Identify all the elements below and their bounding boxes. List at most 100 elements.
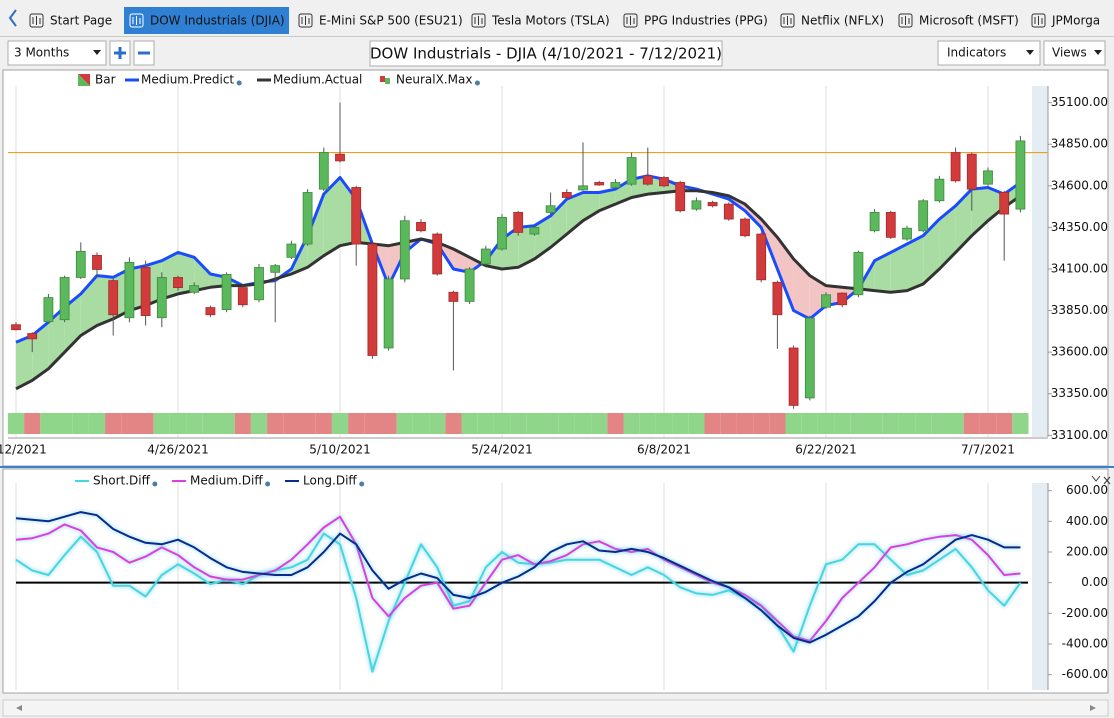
- tab-label[interactable]: DOW Industrials (DJIA): [150, 14, 285, 28]
- signal-cell: [817, 413, 835, 434]
- tab-icon: [129, 13, 144, 28]
- signal-cell: [88, 413, 106, 434]
- views-dropdown[interactable]: [1043, 40, 1106, 66]
- band-fill: [307, 194, 324, 268]
- legend-dot: [359, 481, 365, 487]
- series-line: [15, 511, 1021, 644]
- candle-body: [934, 178, 945, 202]
- tab-label[interactable]: JPMorga: [1051, 14, 1100, 28]
- panel-close[interactable]: [1103, 476, 1111, 485]
- signal-cell: [591, 413, 608, 434]
- tab-icon-glyph: [626, 16, 635, 25]
- tab-label[interactable]: E-Mini S&P 500 (ESU21): [319, 14, 463, 28]
- tab[interactable]: [775, 7, 885, 34]
- legend-swatch: [385, 78, 390, 84]
- legend-label[interactable]: Medium.Actual: [273, 73, 362, 87]
- legend-dot: [236, 80, 242, 86]
- y-tick-label: 34850.00: [1051, 137, 1108, 151]
- signal-cell: [299, 413, 316, 434]
- tab-scroll-left[interactable]: [8, 9, 17, 27]
- indicators-label[interactable]: Indicators: [947, 46, 1006, 60]
- tab-label[interactable]: Tesla Motors (TSLA): [491, 14, 610, 28]
- band-fill: [874, 252, 891, 293]
- period-dropdown[interactable]: [7, 40, 107, 66]
- candle-body: [448, 291, 459, 302]
- panel-collapse[interactable]: [1091, 475, 1101, 482]
- tab[interactable]: [293, 7, 458, 34]
- candle-body: [383, 278, 394, 349]
- signal-cell: [736, 413, 754, 434]
- tab-label[interactable]: PPG Industries (PPG): [644, 14, 768, 28]
- candle-body: [853, 251, 864, 296]
- signal-cell: [121, 413, 138, 434]
- band-fill: [453, 249, 470, 273]
- candle-body: [691, 200, 702, 210]
- y-tick-label: 34100.00: [1051, 261, 1108, 275]
- y-tick-label: 33100.00: [1051, 428, 1108, 442]
- candle-body: [594, 182, 605, 186]
- tab[interactable]: [466, 7, 610, 34]
- scrollbar[interactable]: [2, 699, 1109, 717]
- legend-label[interactable]: Bar: [95, 73, 116, 87]
- y-tick-label: -400.00: [1062, 637, 1108, 651]
- views-label[interactable]: Views: [1052, 46, 1087, 60]
- candle-body: [189, 285, 200, 293]
- candle-body: [626, 157, 637, 185]
- period-label[interactable]: 3 Months: [14, 46, 69, 60]
- candle-body: [286, 243, 297, 258]
- dropdown-arrow: [1094, 50, 1102, 55]
- candle-body: [140, 267, 151, 316]
- tab-label[interactable]: Start Page: [50, 14, 112, 28]
- candle-body: [1015, 140, 1026, 210]
- signal-cell: [704, 413, 721, 434]
- signal-cell: [153, 413, 170, 434]
- legend-label[interactable]: Short.Diff: [93, 474, 151, 488]
- candle-body: [237, 287, 248, 306]
- band-fill: [518, 225, 535, 268]
- indicators-dropdown[interactable]: [937, 40, 1041, 66]
- tab-icon: [1031, 13, 1046, 28]
- signal-cell: [477, 413, 494, 434]
- tab[interactable]: [1026, 7, 1114, 34]
- signal-cell: [380, 413, 397, 434]
- tab-label[interactable]: Netflix (NFLX): [801, 14, 884, 28]
- candle-body: [416, 222, 426, 232]
- candle-body: [966, 153, 977, 190]
- x-tick-label: 6/8/2021: [637, 443, 691, 457]
- tab-icon-glyph: [901, 16, 910, 25]
- candle-body: [173, 277, 183, 289]
- x-tick-label: 7/7/2021: [961, 443, 1015, 457]
- band-fill: [323, 177, 340, 256]
- scroll-right[interactable]: [1090, 705, 1096, 711]
- candle-body: [918, 200, 929, 232]
- legend-label[interactable]: NeuralX.Max: [396, 73, 472, 87]
- legend-label[interactable]: Medium.Diff: [190, 474, 263, 488]
- scroll-left[interactable]: [16, 705, 22, 711]
- tab-icon-glyph: [1034, 16, 1043, 25]
- candle-body: [432, 233, 443, 275]
- signal-cell: [769, 413, 786, 434]
- legend-label[interactable]: Medium.Predict: [141, 73, 234, 87]
- candle-body: [999, 192, 1010, 215]
- candle-body: [318, 152, 329, 190]
- signal-cell: [315, 413, 332, 434]
- signal-cell: [996, 413, 1013, 434]
- signal-cell: [56, 413, 73, 434]
- candle-body: [367, 243, 378, 356]
- tab[interactable]: [893, 7, 1018, 34]
- signal-cell: [218, 413, 235, 434]
- signal-cell: [1012, 413, 1029, 434]
- tab[interactable]: [124, 7, 289, 34]
- y-tick-label: 34600.00: [1051, 178, 1108, 192]
- band-fill: [955, 189, 972, 253]
- candle-body: [27, 333, 38, 340]
- panel-splitter[interactable]: [0, 466, 1114, 468]
- series-line: [15, 515, 1021, 642]
- candle-body: [707, 202, 718, 207]
- signal-cell: [493, 413, 511, 434]
- tab[interactable]: [618, 7, 764, 34]
- legend-label[interactable]: Long.Diff: [303, 474, 357, 488]
- candle-body: [659, 177, 669, 187]
- tab-label[interactable]: Microsoft (MSFT): [919, 14, 1019, 28]
